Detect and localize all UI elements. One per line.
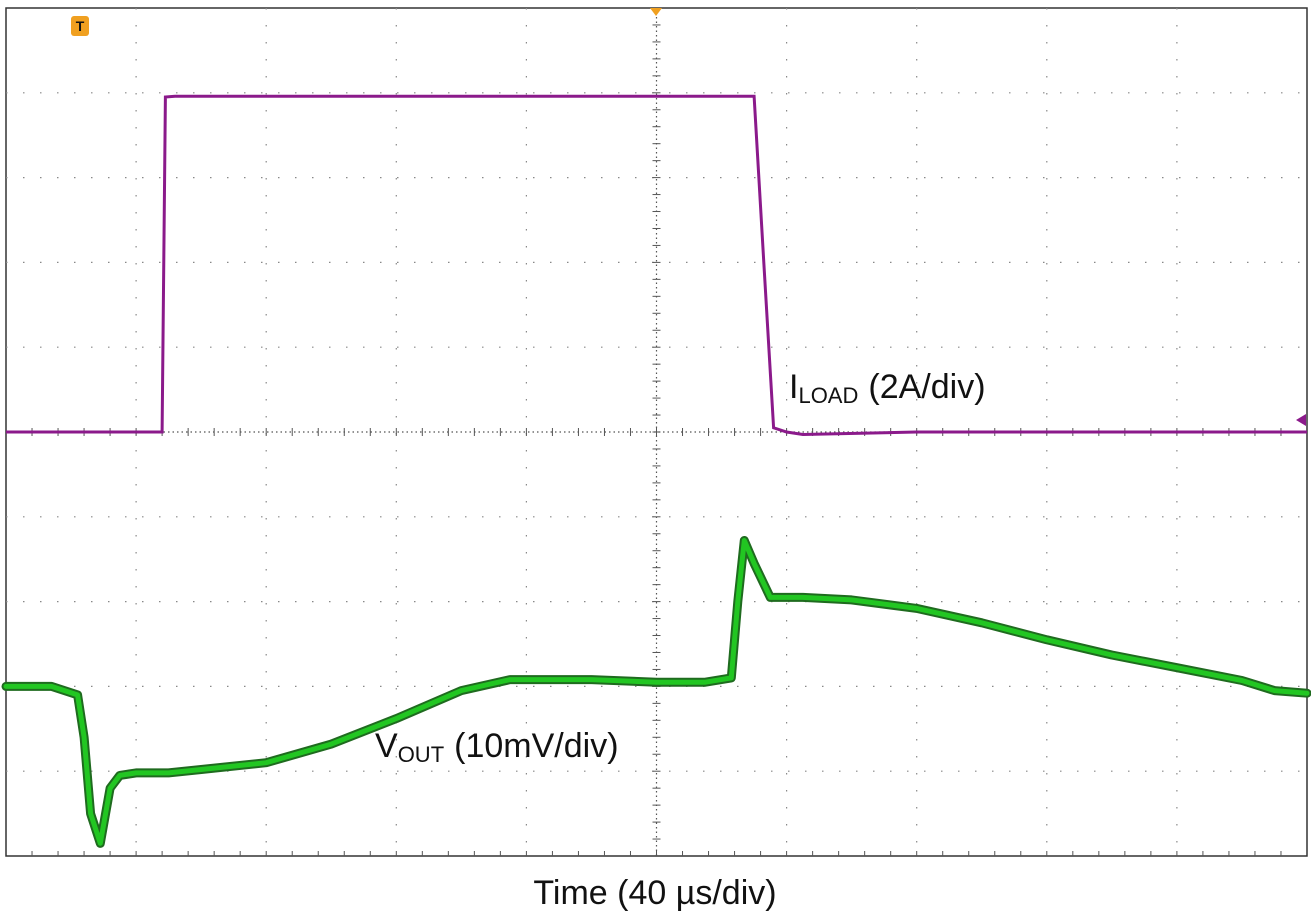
iload-label-sub: LOAD: [798, 383, 858, 408]
traces: [1, 94, 1311, 848]
trigger-marker-box: [71, 16, 89, 36]
iload-ground-marker: [1296, 414, 1306, 426]
iload-series-label: ILOAD (2A/div): [789, 368, 986, 408]
vout-trace-noise: [1, 536, 1311, 848]
trigger-marker: T: [71, 16, 89, 36]
vout-label-scale: (10mV/div): [454, 727, 618, 765]
iload-trace: [6, 94, 1307, 437]
vout-label-sub: OUT: [398, 742, 444, 767]
iload-label-main: I: [789, 368, 798, 406]
vout-series-label: VOUT (10mV/div): [375, 727, 619, 767]
trigger-marker-letter: T: [76, 18, 85, 34]
x-axis-label: Time (40 µs/div): [533, 874, 776, 912]
trigger-position-marker: [650, 8, 662, 16]
vout-label-main: V: [375, 727, 398, 765]
vout-trace: [3, 538, 1310, 846]
iload-label-scale: (2A/div): [868, 368, 985, 406]
